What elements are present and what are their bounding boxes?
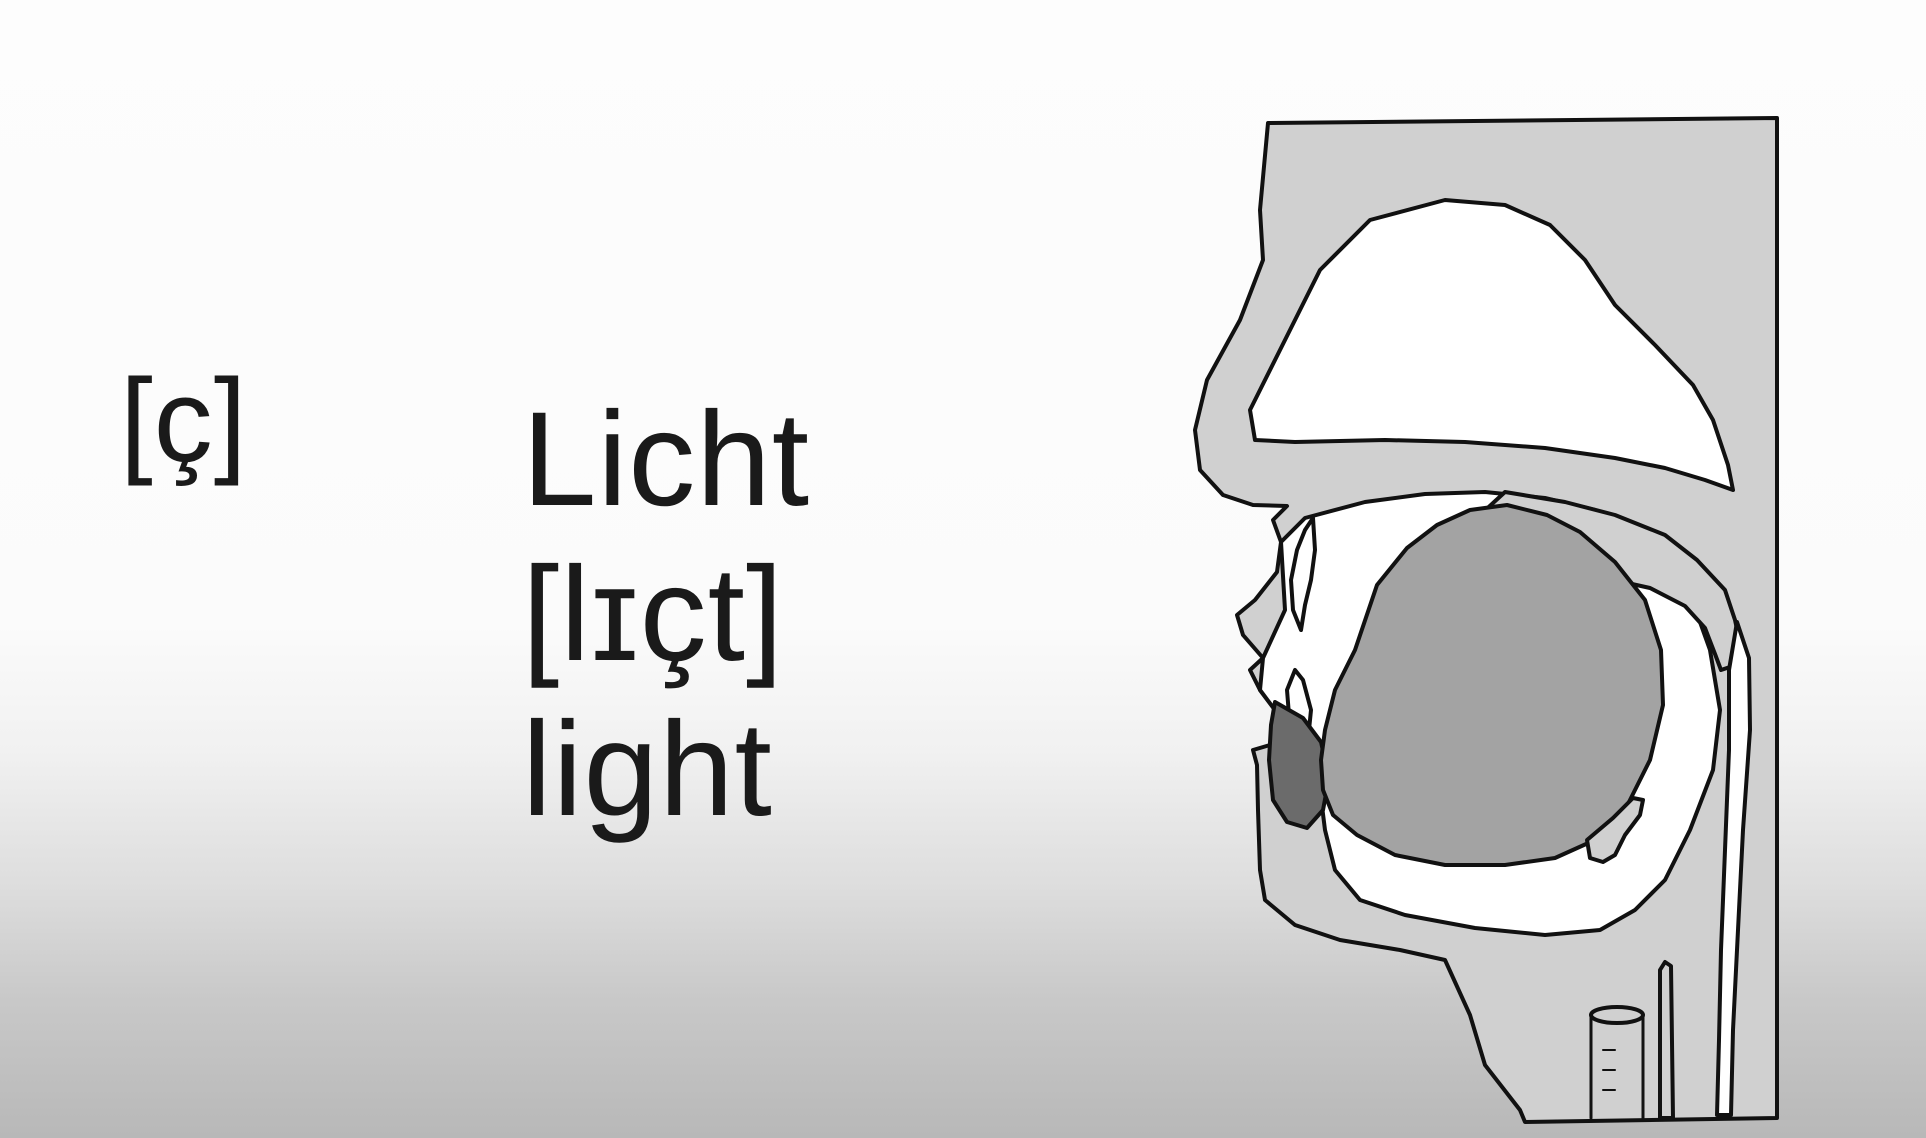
ipa-transcription: [lɪçt] bbox=[522, 540, 785, 689]
vocal-tract-svg bbox=[1193, 116, 1779, 1124]
vocal-folds bbox=[1589, 1005, 1645, 1025]
upper-teeth bbox=[1289, 516, 1317, 632]
english-translation: light bbox=[522, 695, 773, 844]
german-word: Licht bbox=[522, 385, 811, 534]
epiglottis bbox=[1585, 796, 1645, 864]
example-word-group: Licht [lɪçt] light bbox=[522, 382, 810, 847]
phoneme-symbol: [ç] bbox=[120, 355, 248, 487]
lower-lip-interior bbox=[1267, 700, 1331, 830]
esophagus-wall bbox=[1658, 960, 1675, 1120]
pharynx bbox=[1715, 620, 1752, 1117]
vocal-tract-diagram bbox=[1145, 110, 1785, 1130]
nasal-cavity bbox=[1248, 198, 1735, 492]
